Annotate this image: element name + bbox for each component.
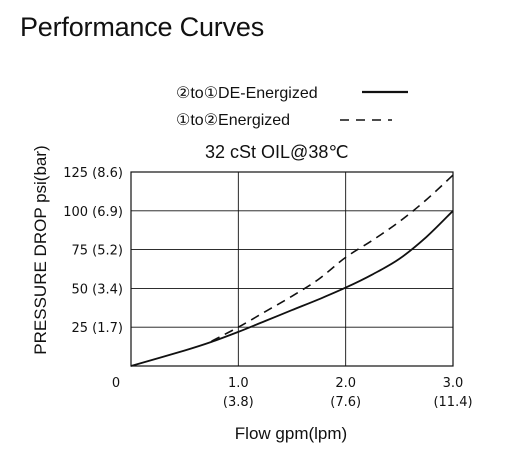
y-tick-label: 125 (8.6) xyxy=(63,166,123,181)
plot-frame xyxy=(130,171,454,367)
x-tick-label: 2.0 xyxy=(335,376,356,391)
y-tick-label: 25 (1.7) xyxy=(72,321,124,336)
grid xyxy=(131,172,453,366)
legend: ②to①DE-Energized ①to②Energized xyxy=(176,85,408,129)
y-tick-label: 75 (5.2) xyxy=(72,244,124,259)
x-tick-label: 0 xyxy=(112,376,120,391)
x-axis-label: Flow gpm(lpm) xyxy=(235,424,347,443)
tick-labels: 25 (1.7) 50 (3.4) 75 (5.2) 100 (6.9) 125 (8.… xyxy=(63,166,472,410)
series-line-energized xyxy=(211,174,454,342)
x-tick-sublabel: (7.6) xyxy=(330,395,361,410)
x-tick-sublabel: (11.4) xyxy=(433,395,472,410)
y-tick-label: 50 (3.4) xyxy=(72,282,124,297)
legend-label-energized: ①to②Energized xyxy=(176,112,290,129)
series-layer xyxy=(130,174,454,367)
y-axis-label: PRESSURE DROP psi(bar) xyxy=(31,145,50,354)
x-tick-label: 3.0 xyxy=(443,376,464,391)
x-tick-label: 1.0 xyxy=(228,376,249,391)
legend-label-de-energized: ②to①DE-Energized xyxy=(176,85,318,102)
series-line-de-energized xyxy=(130,210,454,367)
page-title: Performance Curves xyxy=(20,12,264,42)
oil-condition-label: 32 cSt OIL@38℃ xyxy=(205,142,349,162)
y-tick-label: 100 (6.9) xyxy=(63,205,123,220)
x-tick-sublabel: (3.8) xyxy=(223,395,254,410)
